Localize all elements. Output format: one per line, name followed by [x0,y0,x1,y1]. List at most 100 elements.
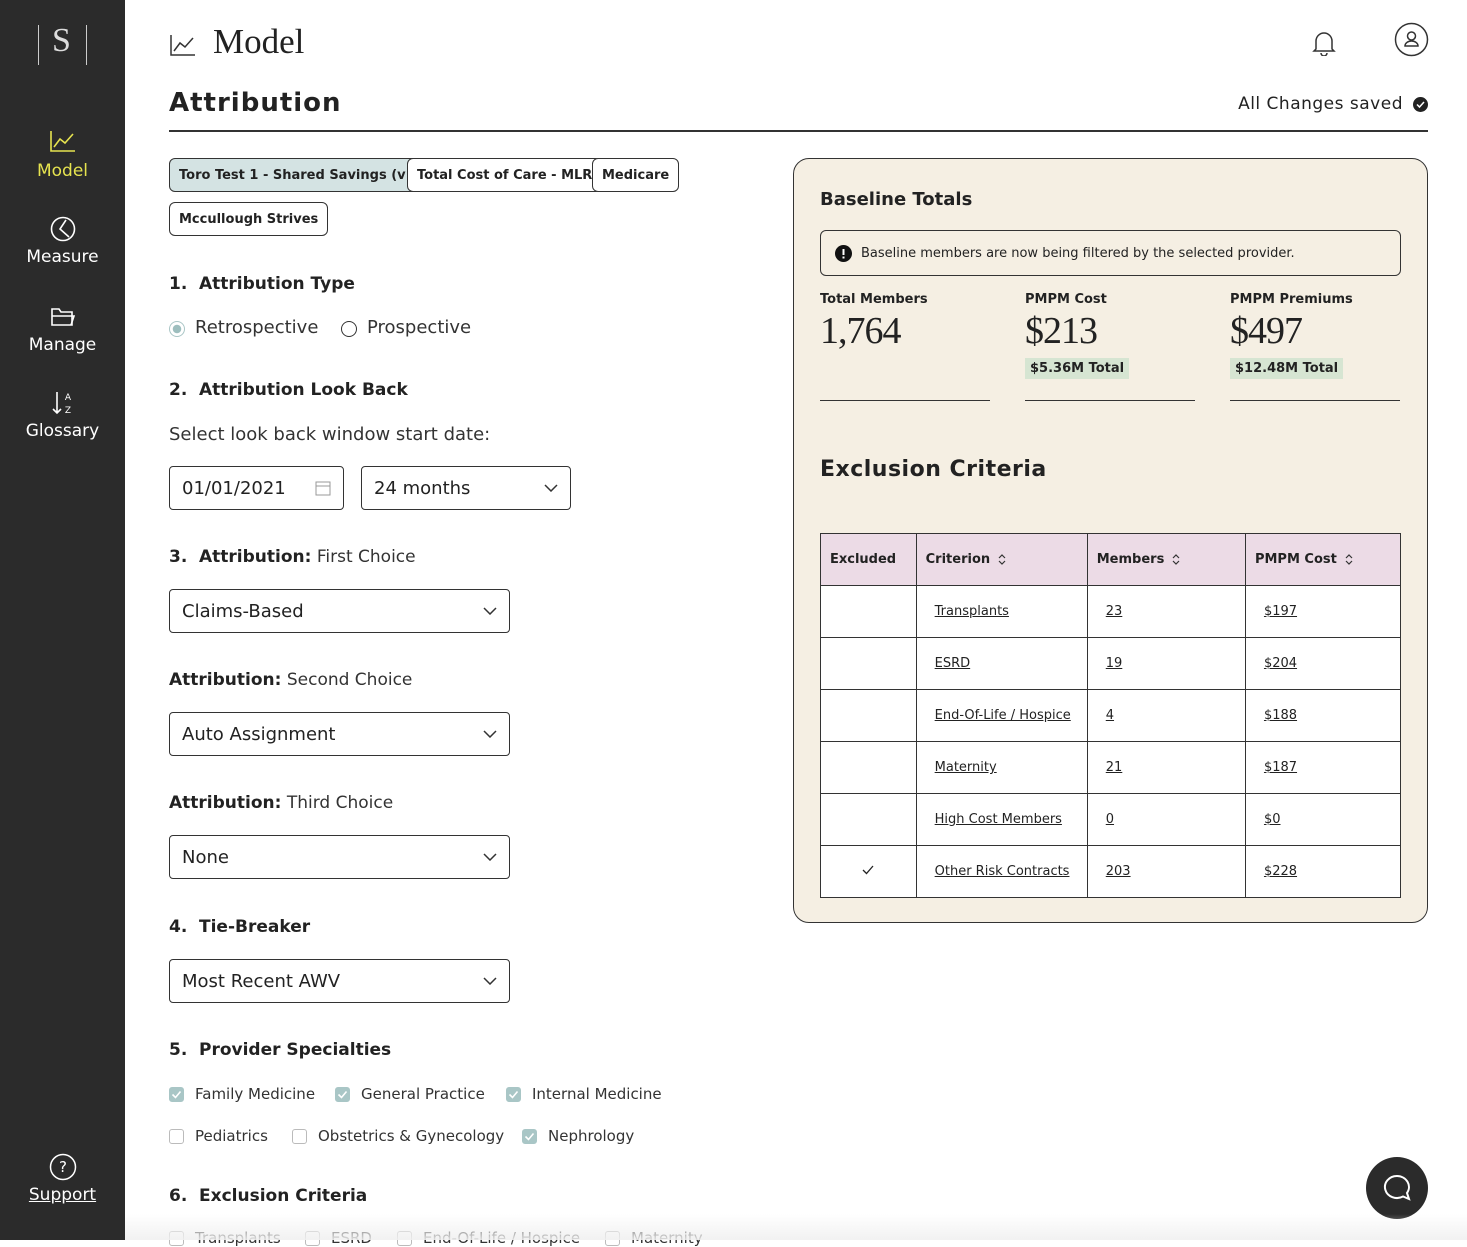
stat-underline [820,400,990,401]
criterion-link[interactable]: Maternity [934,760,997,775]
user-menu[interactable] [1394,22,1429,57]
window-select[interactable]: 24 months [361,466,571,510]
nav-icon [50,308,75,326]
exclusions-title: Exclusion Criteria [820,457,1047,482]
stat-total: $12.48M Total [1230,358,1344,379]
chevron [544,484,558,492]
checkbox[interactable] [169,1087,184,1102]
criterion-link[interactable]: Other Risk Contracts [934,864,1070,879]
members-link[interactable]: 0 [1105,812,1115,827]
support-label[interactable]: Support [28,1185,97,1205]
prompt: Select look back window start date: [169,424,491,445]
model-icon [170,35,195,56]
nav-item[interactable]: Model [0,129,125,181]
tab[interactable]: Toro Test 1 - Shared Savings (v1) [169,158,431,192]
checkbox[interactable] [605,1231,620,1246]
members-link[interactable]: 23 [1105,604,1123,619]
table-row: Other Risk Contracts 203 $228 [820,845,1402,898]
column-header[interactable]: PMPM Cost [1244,533,1402,586]
radio[interactable] [169,321,185,337]
criterion-link[interactable]: ESRD [934,656,971,671]
choice-label: Attribution: [199,547,312,567]
table-row: ESRD 19 $204 [820,637,1402,690]
tab[interactable]: Mccullough Strives [169,202,329,236]
members-link[interactable]: 4 [1105,708,1115,723]
excluded-cell [820,845,917,898]
support-link[interactable]: ? Support [0,1153,125,1205]
criterion-cell: High Cost Members [915,793,1088,846]
nav-item[interactable]: Measure [0,215,125,267]
checkbox[interactable] [522,1129,537,1144]
stat-label: Total Members [820,292,928,307]
cost-link[interactable]: $197 [1263,604,1298,619]
section-number: 3. [169,547,188,567]
cost-link[interactable]: $187 [1263,760,1298,775]
checkbox[interactable] [305,1231,320,1246]
cost-link[interactable]: $228 [1263,864,1298,879]
table-body: Transplants 23 $197 ESRD 19 $204 End-Of-Life /… [820,585,1402,898]
alert: Baseline members are now being filtered … [820,230,1401,276]
nav-item[interactable]: A Z Glossary [0,389,125,441]
cost-cell: $197 [1244,585,1402,638]
checkbox-label: Transplants [195,1229,281,1247]
radio-label: Prospective [367,317,472,338]
checkbox-label: Nephrology [548,1127,635,1145]
nav-label: Measure [26,247,99,267]
cost-link[interactable]: $0 [1263,812,1281,827]
criterion-cell: Maternity [915,741,1088,794]
section-number: 5. [169,1040,188,1060]
sort-icon[interactable] [1172,553,1180,566]
stat-underline [1025,400,1195,401]
section-heading: 5. Provider Specialties [169,1040,391,1060]
tie-breaker-select[interactable]: Most Recent AWV [169,959,510,1003]
sort-icon[interactable] [998,553,1006,566]
chat-button[interactable] [1366,1157,1428,1219]
checkbox-label: General Practice [361,1085,485,1103]
select-value: Claims-Based [182,600,304,622]
window-value: 24 months [374,477,471,499]
members-link[interactable]: 203 [1105,864,1131,879]
choice-rank: Third Choice [286,793,394,813]
choice-label: Attribution: [169,793,282,813]
section-heading: 4. Tie-Breaker [169,917,310,937]
criterion-link[interactable]: End-Of-Life / Hospice [934,708,1071,723]
date-input[interactable]: 01/01/2021 [169,466,344,510]
section-title: Tie-Breaker [199,917,311,937]
date-value: 01/01/2021 [182,477,286,499]
select-value: Auto Assignment [182,723,336,745]
choice-select[interactable]: None [169,835,510,879]
save-icon [1413,97,1428,112]
choice-select[interactable]: Auto Assignment [169,712,510,756]
sort-icon[interactable] [1345,553,1353,566]
tab[interactable]: Total Cost of Care - MLR [407,158,603,192]
criterion-link[interactable]: Transplants [934,604,1009,619]
checkbox-label: End-Of-Life / Hospice [423,1229,581,1247]
notifications[interactable] [1312,30,1336,56]
checkbox[interactable] [169,1231,184,1246]
tab[interactable]: Medicare [592,158,680,192]
choice-select[interactable]: Claims-Based [169,589,510,633]
checkbox[interactable] [506,1087,521,1102]
cost-link[interactable]: $204 [1263,656,1298,671]
cost-cell: $188 [1244,689,1402,742]
checkbox[interactable] [335,1087,350,1102]
nav-item[interactable]: Manage [0,303,125,355]
radio[interactable] [341,321,357,337]
section-title: Exclusion Criteria [199,1186,368,1206]
column-header[interactable]: Members [1086,533,1246,586]
checkbox[interactable] [397,1231,412,1246]
members-link[interactable]: 21 [1105,760,1123,775]
checkbox[interactable] [292,1129,307,1144]
save-status: All Changes saved [1238,94,1403,114]
stat-total: $5.36M Total [1025,358,1130,379]
criterion-link[interactable]: High Cost Members [934,812,1062,827]
nav-icon [50,216,75,242]
calendar-icon [315,481,331,496]
column-header[interactable]: Criterion [915,533,1088,586]
checkbox-label: Obstetrics & Gynecology [318,1127,505,1145]
checkbox[interactable] [169,1129,184,1144]
members-link[interactable]: 19 [1105,656,1123,671]
cost-link[interactable]: $188 [1263,708,1298,723]
chevron [483,607,497,615]
logo[interactable]: S [52,22,71,59]
